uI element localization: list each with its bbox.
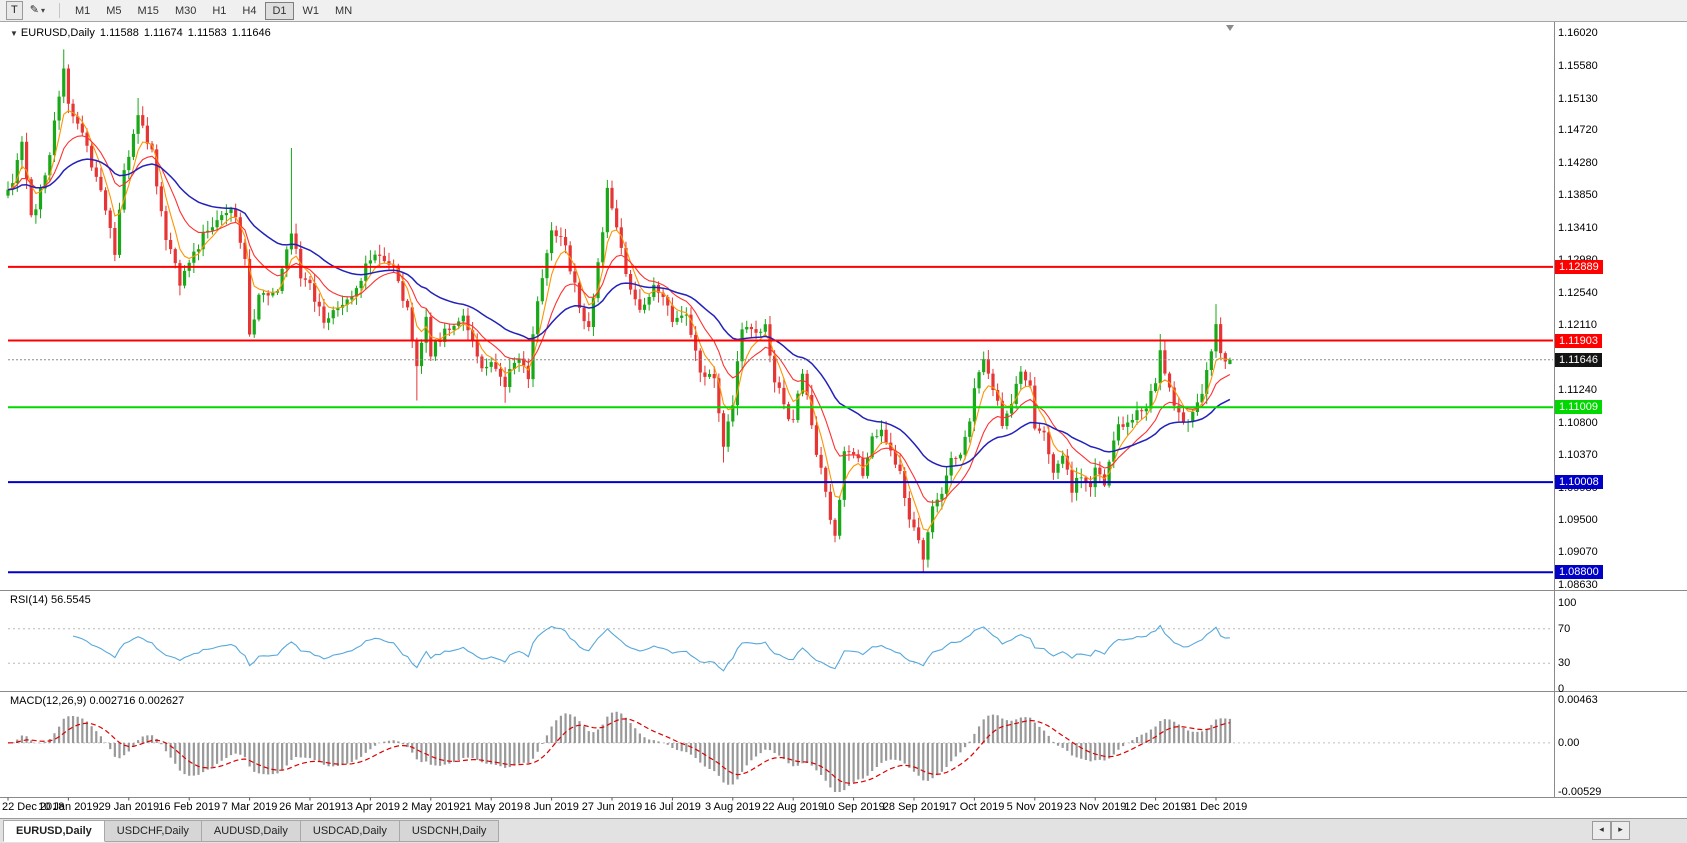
- price-axis-label: 1.08630: [1558, 579, 1598, 591]
- time-axis-label: 8 Jun 2019: [524, 801, 579, 813]
- tabs-scroll-right-button[interactable]: ▸: [1611, 821, 1630, 840]
- timeframe-button-m5[interactable]: M5: [106, 4, 122, 17]
- time-axis-label: 28 Sep 2019: [882, 801, 946, 813]
- time-axis-label: 3 Aug 2019: [704, 801, 761, 813]
- timeframe-button-m30[interactable]: M30: [174, 4, 197, 17]
- bullish-candle-bodies: [6, 68, 1232, 560]
- price-axis-label: 1.15580: [1558, 59, 1598, 72]
- chart-tab-audusd[interactable]: AUDUSD,Daily: [201, 820, 301, 842]
- timeframe-button-d1[interactable]: D1: [265, 1, 294, 20]
- price-axis-label: 1.10370: [1558, 449, 1598, 462]
- price-level-tag: 1.12889: [1555, 259, 1603, 274]
- time-axis-label: 26 Mar 2019: [279, 801, 341, 813]
- rsi-axis-label: 70: [1558, 622, 1571, 635]
- collapse-icon: ▼: [10, 29, 18, 38]
- chart-tabs-bar: EURUSD,Daily USDCHF,Daily AUDUSD,Daily USDC…: [0, 818, 1687, 843]
- arrow-right-icon: ▸: [1618, 824, 1623, 834]
- time-axis-label: 10 Jan 2019: [38, 801, 99, 813]
- bearish-candle-bodies: [24, 68, 1227, 560]
- draw-tool-button[interactable]: ✎ ▾: [25, 1, 50, 20]
- ohlc-open: 1.11588: [99, 27, 139, 39]
- time-axis-label: 7 Mar 2019: [221, 801, 278, 813]
- macd-axis-label: 0.00463: [1558, 694, 1598, 706]
- price-axis-label: 1.11240: [1558, 384, 1597, 397]
- rsi-axis-label: 100: [1558, 597, 1577, 609]
- time-axis-label: 16 Jul 2019: [643, 801, 701, 813]
- time-axis-label: 23 Nov 2019: [1063, 801, 1127, 813]
- price-axis-label: 1.14280: [1558, 156, 1598, 169]
- chart-shift-marker[interactable]: [1226, 25, 1234, 31]
- price-axis-label: 1.16020: [1558, 27, 1598, 39]
- price-axis-label: 1.09500: [1558, 514, 1598, 526]
- time-axis-label: 17 Oct 2019: [944, 801, 1005, 813]
- rsi-axis-label: 0: [1558, 683, 1565, 695]
- ohlc-high: 1.11674: [143, 27, 183, 39]
- macd-label: MACD(12,26,9) 0.002716 0.002627: [10, 695, 185, 707]
- ma-5-line: [7, 110, 1230, 531]
- timeframe-group: M1 M5 M15 M30 H1 H4 D1 W1 MN: [67, 1, 360, 20]
- chevron-down-icon: ▾: [40, 6, 45, 15]
- text-tool-button[interactable]: T: [6, 1, 23, 20]
- price-axis-label: 1.12110: [1558, 319, 1597, 332]
- macd-signal-line: [7, 718, 1231, 784]
- arrow-left-icon: ◂: [1599, 824, 1604, 834]
- time-axis-label: 13 Apr 2019: [340, 801, 401, 813]
- chart-tab-usdchf[interactable]: USDCHF,Daily: [104, 820, 202, 842]
- price-axis-label: 1.13410: [1558, 221, 1598, 234]
- time-axis-label: 22 Aug 2019: [762, 801, 825, 813]
- time-axis-label: 16 Feb 2019: [158, 801, 221, 813]
- bearish-candle-wicks: [26, 64, 1226, 574]
- price-level-tag: 1.08800: [1555, 565, 1603, 580]
- ma-13-line: [7, 135, 1231, 503]
- time-axis-label: 27 Jun 2019: [581, 801, 643, 813]
- macd-axis-label: -0.00529: [1558, 786, 1602, 798]
- chart-canvas[interactable]: [0, 22, 1687, 802]
- price-level-tag: 1.11903: [1555, 333, 1602, 348]
- time-axis-label: 29 Jan 2019: [98, 801, 160, 813]
- time-axis-label: 22 Dec 2018: [2, 801, 65, 813]
- time-axis-label: 2 May 2019: [402, 801, 460, 813]
- timeframe-button-mn[interactable]: MN: [335, 4, 353, 17]
- toolbar: T ✎ ▾ M1 M5 M15 M30 H1 H4 D1 W1 MN: [0, 0, 1687, 22]
- price-axis-label: 1.09070: [1558, 546, 1598, 559]
- time-axis-label: 31 Dec 2019: [1184, 801, 1248, 813]
- timeframe-button-m1[interactable]: M1: [74, 4, 91, 17]
- text-tool-icon: T: [11, 4, 18, 16]
- timeframe-button-h4[interactable]: H4: [242, 4, 257, 17]
- price-axis-label: 1.14720: [1558, 124, 1598, 137]
- time-axis-label: 12 Dec 2019: [1124, 801, 1187, 813]
- time-axis-label: 21 May 2019: [459, 801, 523, 813]
- rsi-label: RSI(14) 56.5545: [10, 594, 91, 606]
- price-axis-label: 1.10800: [1558, 416, 1598, 429]
- price-level-tag: 1.11009: [1555, 400, 1602, 415]
- pencil-icon: ✎: [29, 4, 39, 16]
- price-level-tag: 1.10008: [1555, 475, 1603, 490]
- time-axis-label: 10 Sep 2019: [822, 801, 885, 813]
- current-bid-tag: 1.11646: [1555, 352, 1602, 367]
- toolbar-separator: [58, 3, 60, 18]
- chart-tab-usdcad[interactable]: USDCAD,Daily: [300, 820, 400, 842]
- timeframe-button-h1[interactable]: H1: [212, 4, 227, 17]
- rsi-line: [72, 624, 1230, 672]
- timeframe-button-w1[interactable]: W1: [302, 4, 320, 17]
- chart-tab-eurusd[interactable]: EURUSD,Daily: [3, 820, 105, 842]
- ohlc-close: 1.11646: [231, 27, 271, 39]
- tabs-scroll-left-button[interactable]: ◂: [1592, 821, 1611, 840]
- macd-axis-label: 0.00: [1558, 736, 1580, 749]
- time-axis-label: 5 Nov 2019: [1006, 801, 1063, 813]
- chart-symbol-label: EURUSD,Daily: [20, 27, 95, 39]
- price-axis-label: 1.13850: [1558, 189, 1598, 202]
- ma-34-line: [7, 158, 1231, 468]
- chart-title: ▼ EURUSD,Daily 1.11588 1.11674 1.11583 1.1164…: [10, 27, 276, 39]
- bullish-candle-wicks: [7, 49, 1231, 568]
- ohlc-low: 1.11583: [187, 27, 227, 39]
- price-axis-label: 1.15130: [1558, 93, 1598, 106]
- macd-histogram: [11, 711, 1232, 792]
- rsi-axis-label: 30: [1558, 657, 1571, 670]
- timeframe-button-m15[interactable]: M15: [137, 4, 159, 17]
- chart-tab-usdcnh[interactable]: USDCNH,Daily: [399, 820, 500, 842]
- price-axis-label: 1.12540: [1558, 286, 1598, 299]
